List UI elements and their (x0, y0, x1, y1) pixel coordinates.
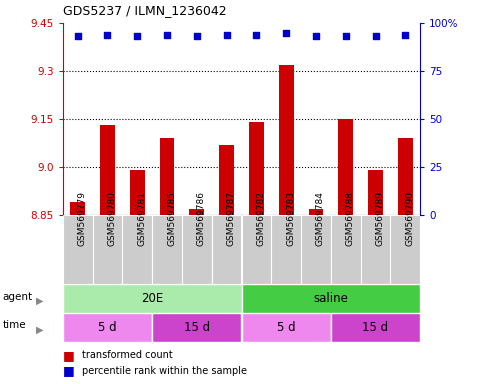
Point (74, 33, 82, 40)
Text: GSM569782: GSM569782 (256, 191, 265, 246)
Text: 5 d: 5 d (277, 321, 296, 334)
Point (342, 33, 350, 40)
Bar (152, 313, 242, 342)
Text: ▶: ▶ (36, 295, 44, 306)
Bar (130, 170, 145, 215)
Bar (242, 215, 271, 284)
Point (253, 31, 260, 38)
Bar (152, 215, 182, 284)
Text: saline: saline (313, 292, 348, 305)
Bar (390, 215, 420, 284)
Bar (338, 119, 353, 215)
Bar (368, 170, 383, 215)
Point (372, 33, 380, 40)
Text: GDS5237 / ILMN_1236042: GDS5237 / ILMN_1236042 (63, 4, 227, 17)
Bar (361, 215, 390, 284)
Point (401, 31, 409, 38)
Text: GSM569780: GSM569780 (108, 191, 116, 246)
Bar (93, 215, 122, 284)
Bar (331, 313, 420, 342)
Text: time: time (2, 320, 26, 331)
Text: GSM569779: GSM569779 (78, 191, 86, 246)
Text: ■: ■ (63, 364, 74, 377)
Bar (100, 126, 115, 215)
Bar (70, 202, 85, 215)
Bar (309, 209, 324, 215)
Bar (301, 215, 331, 284)
Text: 5 d: 5 d (98, 321, 117, 334)
Bar (249, 122, 264, 215)
Text: transformed count: transformed count (82, 350, 173, 360)
Text: 15 d: 15 d (362, 321, 389, 334)
Point (193, 33, 201, 40)
Bar (271, 215, 301, 284)
Text: GSM569788: GSM569788 (346, 191, 355, 246)
Bar (159, 138, 174, 215)
Point (163, 31, 171, 38)
Point (223, 31, 230, 38)
Text: GSM569789: GSM569789 (376, 191, 384, 246)
Bar (242, 313, 331, 342)
Bar (219, 145, 234, 215)
Text: ▶: ▶ (36, 324, 44, 334)
Point (104, 31, 112, 38)
Bar (182, 215, 212, 284)
Text: GSM569785: GSM569785 (167, 191, 176, 246)
Bar (279, 65, 294, 215)
Text: GSM569787: GSM569787 (227, 191, 236, 246)
Bar (242, 284, 420, 313)
Text: 15 d: 15 d (184, 321, 210, 334)
Bar (122, 215, 152, 284)
Text: 20E: 20E (141, 292, 163, 305)
Text: GSM569781: GSM569781 (137, 191, 146, 246)
Bar (63, 313, 152, 342)
Text: ■: ■ (63, 349, 74, 362)
Text: agent: agent (2, 291, 32, 302)
Bar (398, 138, 413, 215)
Bar (63, 284, 242, 313)
Point (312, 33, 320, 40)
Text: GSM569786: GSM569786 (197, 191, 206, 246)
Bar (212, 215, 242, 284)
Text: GSM569783: GSM569783 (286, 191, 295, 246)
Point (282, 30, 290, 36)
Text: GSM569790: GSM569790 (405, 191, 414, 246)
Text: GSM569784: GSM569784 (316, 191, 325, 246)
Bar (63, 215, 93, 284)
Bar (189, 209, 204, 215)
Point (133, 33, 141, 40)
Bar (331, 215, 361, 284)
Text: percentile rank within the sample: percentile rank within the sample (82, 366, 247, 376)
